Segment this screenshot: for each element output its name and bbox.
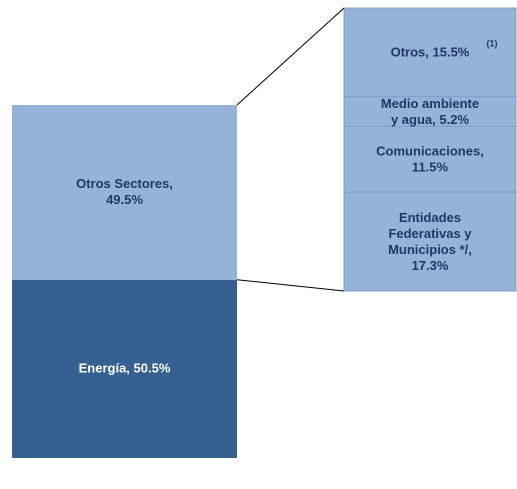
connector [236,7,345,106]
segment-label: Federativas y [388,226,472,241]
main-segment [12,279,237,458]
breakdown-segment [343,96,517,127]
footnote-marker: (1) [487,39,498,49]
segment-label: Energía, 50.5% [79,360,171,375]
segment-label: Municipios */, [388,242,472,257]
segment-label: 17.3% [412,258,449,273]
segment-label: y agua, 5.2% [391,112,469,127]
connector [236,279,345,292]
breakdown-segment [343,125,517,193]
segment-label: 49.5% [106,192,143,207]
breakdown-segment [343,7,517,98]
breakdown-segment [343,191,517,292]
main-segment [12,105,237,280]
segment-label: 11.5% [412,160,449,175]
segment-label: Comunicaciones, [376,144,484,159]
segment-label: Medio ambiente [381,96,479,111]
segment-label: Otros, 15.5% [391,45,470,60]
segment-label: Entidades [399,210,461,225]
segment-label: Otros Sectores, [76,176,173,191]
